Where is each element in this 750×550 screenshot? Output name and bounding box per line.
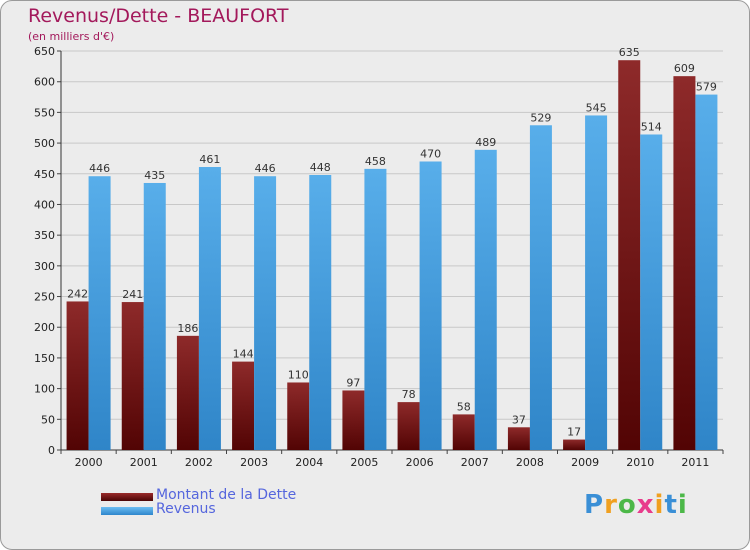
data-label-dette: 17: [567, 426, 581, 439]
data-label-dette: 58: [457, 400, 471, 413]
data-label-revenus: 458: [365, 155, 386, 168]
y-tick-label: 450: [34, 168, 55, 181]
y-tick-label: 350: [34, 229, 55, 242]
bar-revenus: [198, 167, 221, 451]
bar-dette: [452, 414, 475, 450]
x-tick-label: 2009: [571, 456, 599, 469]
bar-revenus: [254, 176, 277, 450]
bar-dette: [673, 76, 696, 450]
data-label-revenus: 529: [530, 111, 551, 124]
logo-letter: t: [664, 490, 678, 520]
bar-dette: [121, 302, 144, 450]
logo-letter: P: [584, 490, 605, 520]
x-tick-label: 2011: [681, 456, 709, 469]
bar-revenus: [640, 134, 663, 450]
data-label-dette: 37: [512, 413, 526, 426]
legend-label-revenus: Revenus: [156, 501, 216, 517]
bar-revenus: [695, 94, 718, 451]
x-tick-label: 2001: [130, 456, 158, 469]
data-label-dette: 241: [122, 288, 143, 301]
data-label-dette: 144: [233, 348, 254, 361]
data-label-dette: 186: [177, 322, 198, 335]
data-label-dette: 97: [346, 376, 360, 389]
bar-dette: [397, 402, 420, 450]
bar-dette: [232, 361, 255, 450]
y-tick-label: 650: [34, 45, 55, 58]
bar-dette: [342, 390, 365, 450]
bar-revenus: [419, 161, 442, 450]
y-tick-label: 100: [34, 383, 55, 396]
data-label-dette: 635: [619, 46, 640, 59]
bar-dette: [287, 382, 310, 450]
data-label-dette: 242: [67, 287, 88, 300]
x-tick-label: 2005: [350, 456, 378, 469]
bar-revenus: [585, 115, 608, 450]
data-label-revenus: 446: [255, 162, 276, 175]
legend-swatch-revenus: [101, 507, 153, 515]
bar-dette: [176, 335, 199, 450]
data-label-dette: 78: [402, 388, 416, 401]
y-tick-label: 600: [34, 76, 55, 89]
x-tick-label: 2002: [185, 456, 213, 469]
bar-dette: [66, 301, 89, 450]
bar-revenus: [309, 174, 332, 450]
data-label-revenus: 470: [420, 147, 441, 160]
logo-letter: r: [604, 490, 618, 520]
y-tick-label: 500: [34, 137, 55, 150]
legend-swatch-dette: [101, 493, 153, 501]
y-tick-label: 150: [34, 352, 55, 365]
plot-area: [61, 51, 723, 450]
proxiti-logo: Proxiti: [584, 490, 688, 520]
bar-revenus: [529, 125, 552, 450]
y-tick-label: 400: [34, 198, 55, 211]
data-label-revenus: 514: [641, 120, 662, 133]
y-tick-label: 200: [34, 321, 55, 334]
bar-dette: [618, 60, 641, 450]
y-tick-label: 0: [48, 444, 55, 457]
bar-dette: [563, 439, 586, 450]
data-label-revenus: 435: [144, 169, 165, 182]
bar-revenus: [474, 149, 497, 450]
x-tick-label: 2006: [406, 456, 434, 469]
data-label-dette: 110: [288, 368, 309, 381]
x-tick-label: 2003: [240, 456, 268, 469]
logo-letter: i: [654, 490, 665, 520]
y-tick-label: 300: [34, 260, 55, 273]
logo-letter: x: [636, 490, 655, 520]
x-tick-label: 2008: [516, 456, 544, 469]
data-label-revenus: 489: [475, 136, 496, 149]
x-tick-label: 2000: [75, 456, 103, 469]
bar-revenus: [88, 176, 111, 450]
data-label-revenus: 579: [696, 81, 717, 94]
data-label-revenus: 545: [586, 101, 607, 114]
data-label-revenus: 446: [89, 162, 110, 175]
x-tick-label: 2007: [461, 456, 489, 469]
x-tick-label: 2010: [626, 456, 654, 469]
y-tick-label: 550: [34, 106, 55, 119]
x-tick-label: 2004: [295, 456, 323, 469]
data-label-dette: 609: [674, 62, 695, 75]
y-tick-label: 50: [41, 413, 55, 426]
logo-letter: o: [617, 490, 637, 520]
data-label-revenus: 448: [310, 161, 331, 174]
bar-revenus: [143, 182, 166, 450]
logo-letter: i: [677, 490, 688, 520]
chart-subtitle: (en milliers d'€): [28, 30, 115, 43]
bar-revenus: [364, 168, 387, 450]
chart-title: Revenus/Dette - BEAUFORT: [28, 5, 289, 27]
data-label-revenus: 461: [199, 153, 220, 166]
bar-dette: [507, 427, 530, 450]
legend-label-dette: Montant de la Dette: [156, 487, 297, 503]
y-tick-label: 250: [34, 291, 55, 304]
